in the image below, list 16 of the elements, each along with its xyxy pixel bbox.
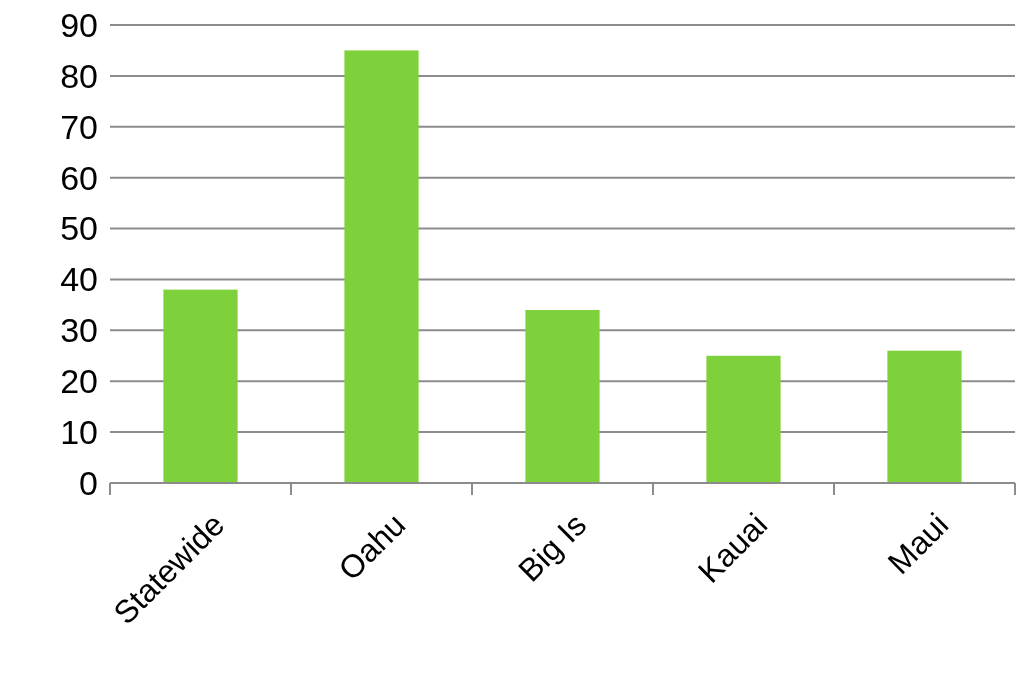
y-tick-label: 30 [60, 311, 98, 350]
bar [887, 350, 962, 483]
y-tick-label: 90 [60, 5, 98, 44]
x-tick-label: Big Is [511, 506, 594, 589]
y-tick-label: 60 [60, 158, 98, 197]
y-tick-label: 10 [60, 413, 98, 452]
y-tick-label: 50 [60, 209, 98, 248]
bar [706, 355, 781, 483]
y-tick-label: 0 [79, 463, 98, 502]
y-tick-label: 20 [60, 362, 98, 401]
y-tick-label: 70 [60, 107, 98, 146]
y-tick-label: 80 [60, 56, 98, 95]
bar [525, 309, 600, 483]
bar [344, 50, 419, 483]
bar [163, 289, 238, 483]
y-tick-label: 40 [60, 260, 98, 299]
